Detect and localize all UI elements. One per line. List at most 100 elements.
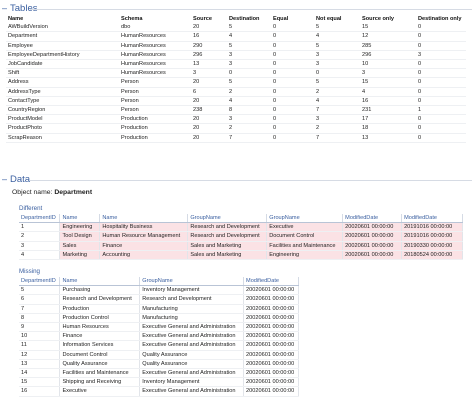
table-row[interactable]: AddressType Person 6 2 0 2 4 0: [6, 87, 466, 97]
table-cell: 8: [19, 313, 61, 324]
column-header[interactable]: ModifiedDate: [243, 277, 299, 287]
diff-row[interactable]: 2 Tool Design Human Resource Management Res…: [19, 231, 463, 242]
table-cell: 3: [314, 59, 360, 70]
table-row[interactable]: ProductPhoto Production 20 2 0 2 18 0: [6, 123, 466, 134]
missing-row[interactable]: 14 Facilities and Maintenance Executive Ge…: [19, 368, 299, 379]
missing-row[interactable]: 6 Research and Development Research and De…: [19, 294, 299, 305]
table-cell: 4: [314, 31, 360, 42]
table-cell: 5: [227, 41, 271, 51]
table-cell: 12: [360, 31, 416, 42]
table-cell: 3: [314, 50, 360, 61]
column-header[interactable]: Name: [59, 214, 101, 224]
table-cell: Sales and Marketing: [187, 241, 268, 251]
tables-section-header[interactable]: – Tables: [2, 2, 37, 14]
column-header[interactable]: GroupName: [139, 277, 245, 287]
table-cell: CountryRegion: [6, 105, 119, 116]
data-section-header[interactable]: – Data: [2, 173, 30, 185]
table-cell: Executive General and Administration: [139, 322, 245, 333]
table-cell: Person: [119, 96, 191, 107]
table-cell: 296: [191, 50, 227, 61]
table-row[interactable]: Department HumanResources 16 4 0 4 12 0: [6, 31, 466, 42]
table-cell: 0: [416, 59, 466, 70]
table-cell: 4: [227, 31, 271, 42]
table-cell: 0: [271, 77, 314, 88]
table-cell: Inventory Management: [139, 285, 245, 296]
table-cell: 285: [360, 41, 416, 51]
column-header[interactable]: Source: [193, 16, 212, 22]
table-cell: 0: [416, 23, 466, 33]
grid-header-row: DepartmentID Name GroupName ModifiedDate: [19, 277, 299, 287]
missing-row[interactable]: 7 Production Manufacturing 20020601 00:00:0…: [19, 304, 299, 314]
column-header[interactable]: Source only: [362, 16, 395, 22]
table-row[interactable]: JobCandidate HumanResources 13 3 0 3 10 0: [6, 59, 466, 70]
table-cell: 7: [314, 133, 360, 143]
column-header[interactable]: Name: [99, 214, 189, 224]
data-section-title: Data: [10, 173, 31, 185]
table-cell: 0: [271, 23, 314, 33]
missing-row[interactable]: 15 Shipping and Receiving Inventory Manage…: [19, 377, 299, 388]
table-cell: Finance: [99, 241, 189, 251]
table-cell: 3: [360, 68, 416, 79]
table-cell: Department: [6, 31, 119, 42]
table-cell: 16: [360, 96, 416, 107]
missing-row[interactable]: 16 Executive Executive General and Adminis…: [19, 386, 299, 397]
table-cell: 2: [314, 87, 360, 97]
table-cell: Research and Development: [139, 294, 245, 305]
column-header[interactable]: Equal: [273, 16, 289, 22]
column-header[interactable]: DepartmentID: [19, 277, 61, 287]
column-header[interactable]: Destination: [229, 16, 260, 22]
table-cell: 2: [19, 231, 61, 242]
column-header[interactable]: Destination only: [418, 16, 462, 22]
column-header[interactable]: DepartmentID: [19, 214, 61, 224]
missing-row[interactable]: 10 Finance Executive General and Administr…: [19, 331, 299, 342]
table-cell: 2: [314, 123, 360, 134]
table-cell: 7: [19, 304, 61, 314]
table-cell: Quality Assurance: [59, 359, 141, 370]
table-cell: 20: [191, 23, 227, 33]
collapse-toggle-icon[interactable]: –: [2, 3, 8, 13]
column-header[interactable]: Not equal: [316, 16, 342, 22]
table-row[interactable]: ProductModel Production 20 3 0 3 17 0: [6, 114, 466, 125]
table-cell: Production: [119, 114, 191, 125]
column-header[interactable]: Name: [59, 277, 141, 287]
column-header[interactable]: Schema: [121, 16, 143, 22]
table-cell: Executive: [266, 222, 344, 233]
column-header[interactable]: ModifiedDate: [401, 214, 463, 224]
missing-row[interactable]: 12 Document Control Quality Assurance 20020…: [19, 350, 299, 360]
table-row[interactable]: Shift HumanResources 3 0 0 0 3 0: [6, 68, 466, 79]
table-cell: 0: [416, 123, 466, 134]
table-cell: ContactType: [6, 96, 119, 107]
diff-row[interactable]: 1 Engineering Hospitality Business Research…: [19, 222, 463, 233]
missing-row[interactable]: 13 Quality Assurance Quality Assurance 2002…: [19, 359, 299, 370]
missing-row[interactable]: 9 Human Resources Executive General and Ad…: [19, 322, 299, 333]
table-cell: AWBuildVersion: [6, 23, 119, 33]
column-header[interactable]: GroupName: [187, 214, 268, 224]
table-cell: 8: [227, 105, 271, 116]
table-cell: ProductPhoto: [6, 123, 119, 134]
table-row[interactable]: ScrapReason Production 20 7 0 7 13 0: [6, 133, 466, 143]
table-row[interactable]: AWBuildVersion dbo 20 5 0 5 15 0: [6, 23, 466, 33]
column-header[interactable]: ModifiedDate: [342, 214, 403, 224]
table-row[interactable]: ContactType Person 20 4 0 4 16 0: [6, 96, 466, 107]
column-header[interactable]: Name: [8, 16, 24, 22]
missing-row[interactable]: 8 Production Control Manufacturing 20020601…: [19, 313, 299, 324]
table-cell: Production Control: [59, 313, 141, 324]
table-cell: 4: [19, 250, 61, 261]
table-row[interactable]: Address Person 20 5 0 5 15 0: [6, 77, 466, 88]
missing-row[interactable]: 5 Purchasing Inventory Management 20020601 …: [19, 285, 299, 296]
column-header[interactable]: GroupName: [266, 214, 344, 224]
table-row[interactable]: EmployeeDepartmentHistory HumanResources 2…: [6, 50, 466, 61]
table-cell: 20: [191, 123, 227, 134]
table-cell: 20020601 00:00:00: [243, 359, 299, 370]
table-cell: 20020601 00:00:00: [243, 294, 299, 305]
table-row[interactable]: CountryRegion Person 238 8 0 7 231 1: [6, 105, 466, 116]
table-cell: 238: [191, 105, 227, 116]
missing-row[interactable]: 11 Information Services Executive General …: [19, 340, 299, 351]
diff-row[interactable]: 4 Marketing Accounting Sales and Marketing E…: [19, 250, 463, 261]
table-cell: 18: [360, 123, 416, 134]
table-cell: 20020601 00:00:00: [342, 222, 403, 233]
collapse-toggle-icon[interactable]: –: [2, 174, 8, 184]
table-cell: HumanResources: [119, 31, 191, 42]
table-row[interactable]: Employee HumanResources 290 5 0 5 285 0: [6, 41, 466, 51]
diff-row[interactable]: 3 Sales Finance Sales and Marketing Faciliti…: [19, 241, 463, 251]
